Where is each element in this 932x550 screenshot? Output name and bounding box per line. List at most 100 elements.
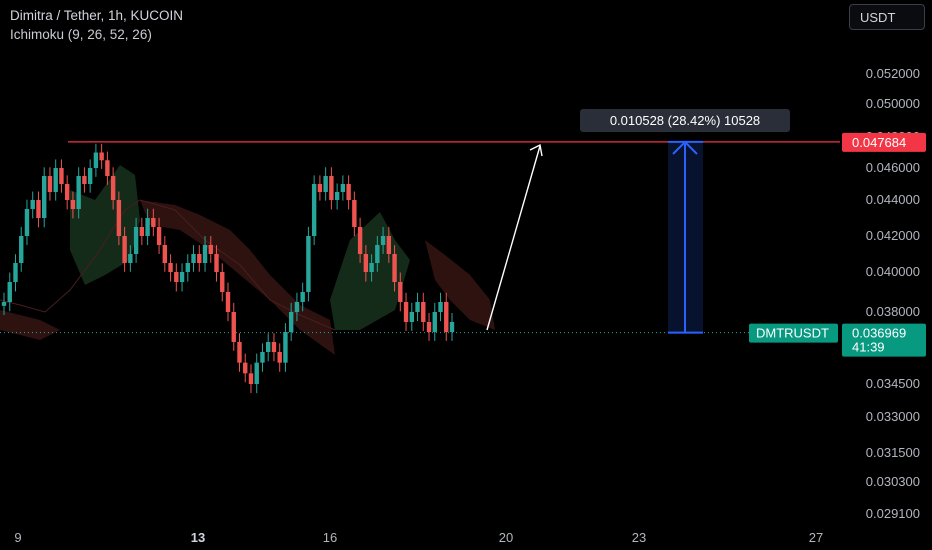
price-tick-label: 0.046000	[866, 160, 920, 175]
candle-body	[294, 302, 300, 312]
candle-body	[415, 302, 420, 312]
candle-body	[64, 184, 70, 200]
candle-body	[380, 236, 386, 245]
candle-body	[386, 236, 392, 254]
symbol-title[interactable]: Dimitra / Tether, 1h, KUCOIN	[10, 8, 184, 23]
candle-body	[82, 176, 87, 184]
candle-body	[220, 272, 225, 292]
price-tick-label: 0.038000	[866, 304, 920, 319]
time-tick-label: 20	[499, 530, 513, 545]
candle-body	[271, 342, 277, 352]
measure-arrow-head	[672, 140, 698, 155]
candle-body	[122, 236, 127, 263]
candle-body	[409, 312, 414, 322]
candle-body	[300, 292, 305, 302]
candle-body	[1, 302, 7, 306]
candle-body	[99, 152, 104, 161]
ichimoku-span-line	[0, 199, 336, 331]
candle-body	[128, 254, 133, 263]
candle-body	[93, 152, 99, 168]
time-tick-label: 16	[323, 530, 337, 545]
ichimoku-cloud-red	[140, 200, 335, 355]
candle-body	[53, 168, 58, 192]
time-tick-label: 9	[14, 530, 21, 545]
candle-body	[47, 176, 53, 192]
candle-body	[375, 245, 380, 263]
candle-body	[323, 176, 328, 192]
currency-button[interactable]: USDT	[849, 4, 925, 30]
candle-body	[340, 184, 346, 192]
candle-body	[225, 292, 231, 312]
measure-label: 0.010528 (28.42%) 10528	[610, 113, 760, 128]
candle-body	[162, 245, 168, 263]
candle-body	[139, 227, 145, 236]
candle-body	[24, 209, 30, 236]
candle-body	[403, 302, 409, 322]
countdown-text: 41:39	[852, 340, 885, 355]
candle-body	[70, 200, 76, 209]
candle-body	[174, 272, 179, 282]
candle-body	[110, 176, 116, 200]
candle-body	[133, 227, 139, 254]
candle-body	[432, 312, 437, 332]
candle-body	[398, 282, 403, 302]
candle-body	[237, 342, 242, 363]
candle-body	[42, 176, 47, 218]
price-tick-label: 0.042000	[866, 228, 920, 243]
symbol-tag	[749, 323, 838, 343]
candle-body	[87, 168, 93, 184]
projection-arrow-line	[486, 145, 541, 331]
target-price-text: 0.047684	[852, 135, 906, 150]
projection-arrow-head	[529, 143, 543, 157]
candle-body	[334, 192, 340, 200]
candle-body	[76, 176, 81, 209]
candle-body	[444, 302, 449, 332]
candle-body	[116, 200, 122, 236]
time-tick-label: 27	[809, 530, 823, 545]
candle-body	[13, 263, 18, 282]
candle-body	[179, 272, 185, 282]
candle-body	[277, 352, 282, 363]
indicator-label[interactable]: Ichimoku (9, 26, 52, 26)	[10, 27, 152, 42]
candle-body	[306, 236, 311, 292]
candle-body	[357, 227, 363, 254]
candle-body	[59, 168, 64, 184]
candle-body	[346, 184, 351, 200]
symbol-tag-text: DMTRUSDT	[756, 326, 829, 341]
price-tick-label: 0.040000	[866, 264, 920, 279]
candle-body	[260, 352, 265, 363]
candle-body	[421, 302, 426, 322]
ichimoku-cloud-red	[0, 310, 60, 340]
candle-body	[145, 218, 150, 236]
candle-body	[156, 227, 162, 245]
candle-body	[208, 245, 213, 254]
candle-body	[151, 218, 156, 227]
price-tick-label: 0.052000	[866, 66, 920, 81]
candle-body	[363, 254, 369, 272]
candle-body	[266, 342, 271, 352]
current-price-text: 0.036969	[852, 326, 906, 341]
candle-body	[243, 362, 248, 374]
candle-body	[329, 176, 334, 200]
candle-body	[352, 200, 357, 227]
candle-body	[7, 282, 12, 302]
candle-body	[214, 254, 219, 272]
candle-body	[185, 263, 190, 272]
candle-body	[191, 254, 196, 263]
measure-label-box	[580, 109, 790, 132]
candle-body	[288, 312, 294, 332]
price-tick-label: 0.050000	[866, 96, 920, 111]
time-tick-label: 13	[191, 530, 205, 545]
candle-body	[36, 200, 41, 218]
candle-body	[254, 362, 259, 384]
candle-body	[231, 312, 236, 342]
price-tick-label: 0.030300	[866, 474, 920, 489]
candle-body	[438, 302, 443, 312]
candle-body	[426, 322, 432, 332]
candle-body	[311, 184, 317, 236]
current-price-tag	[842, 323, 926, 357]
time-tick-label: 23	[632, 530, 646, 545]
price-tick-label: 0.033000	[866, 409, 920, 424]
